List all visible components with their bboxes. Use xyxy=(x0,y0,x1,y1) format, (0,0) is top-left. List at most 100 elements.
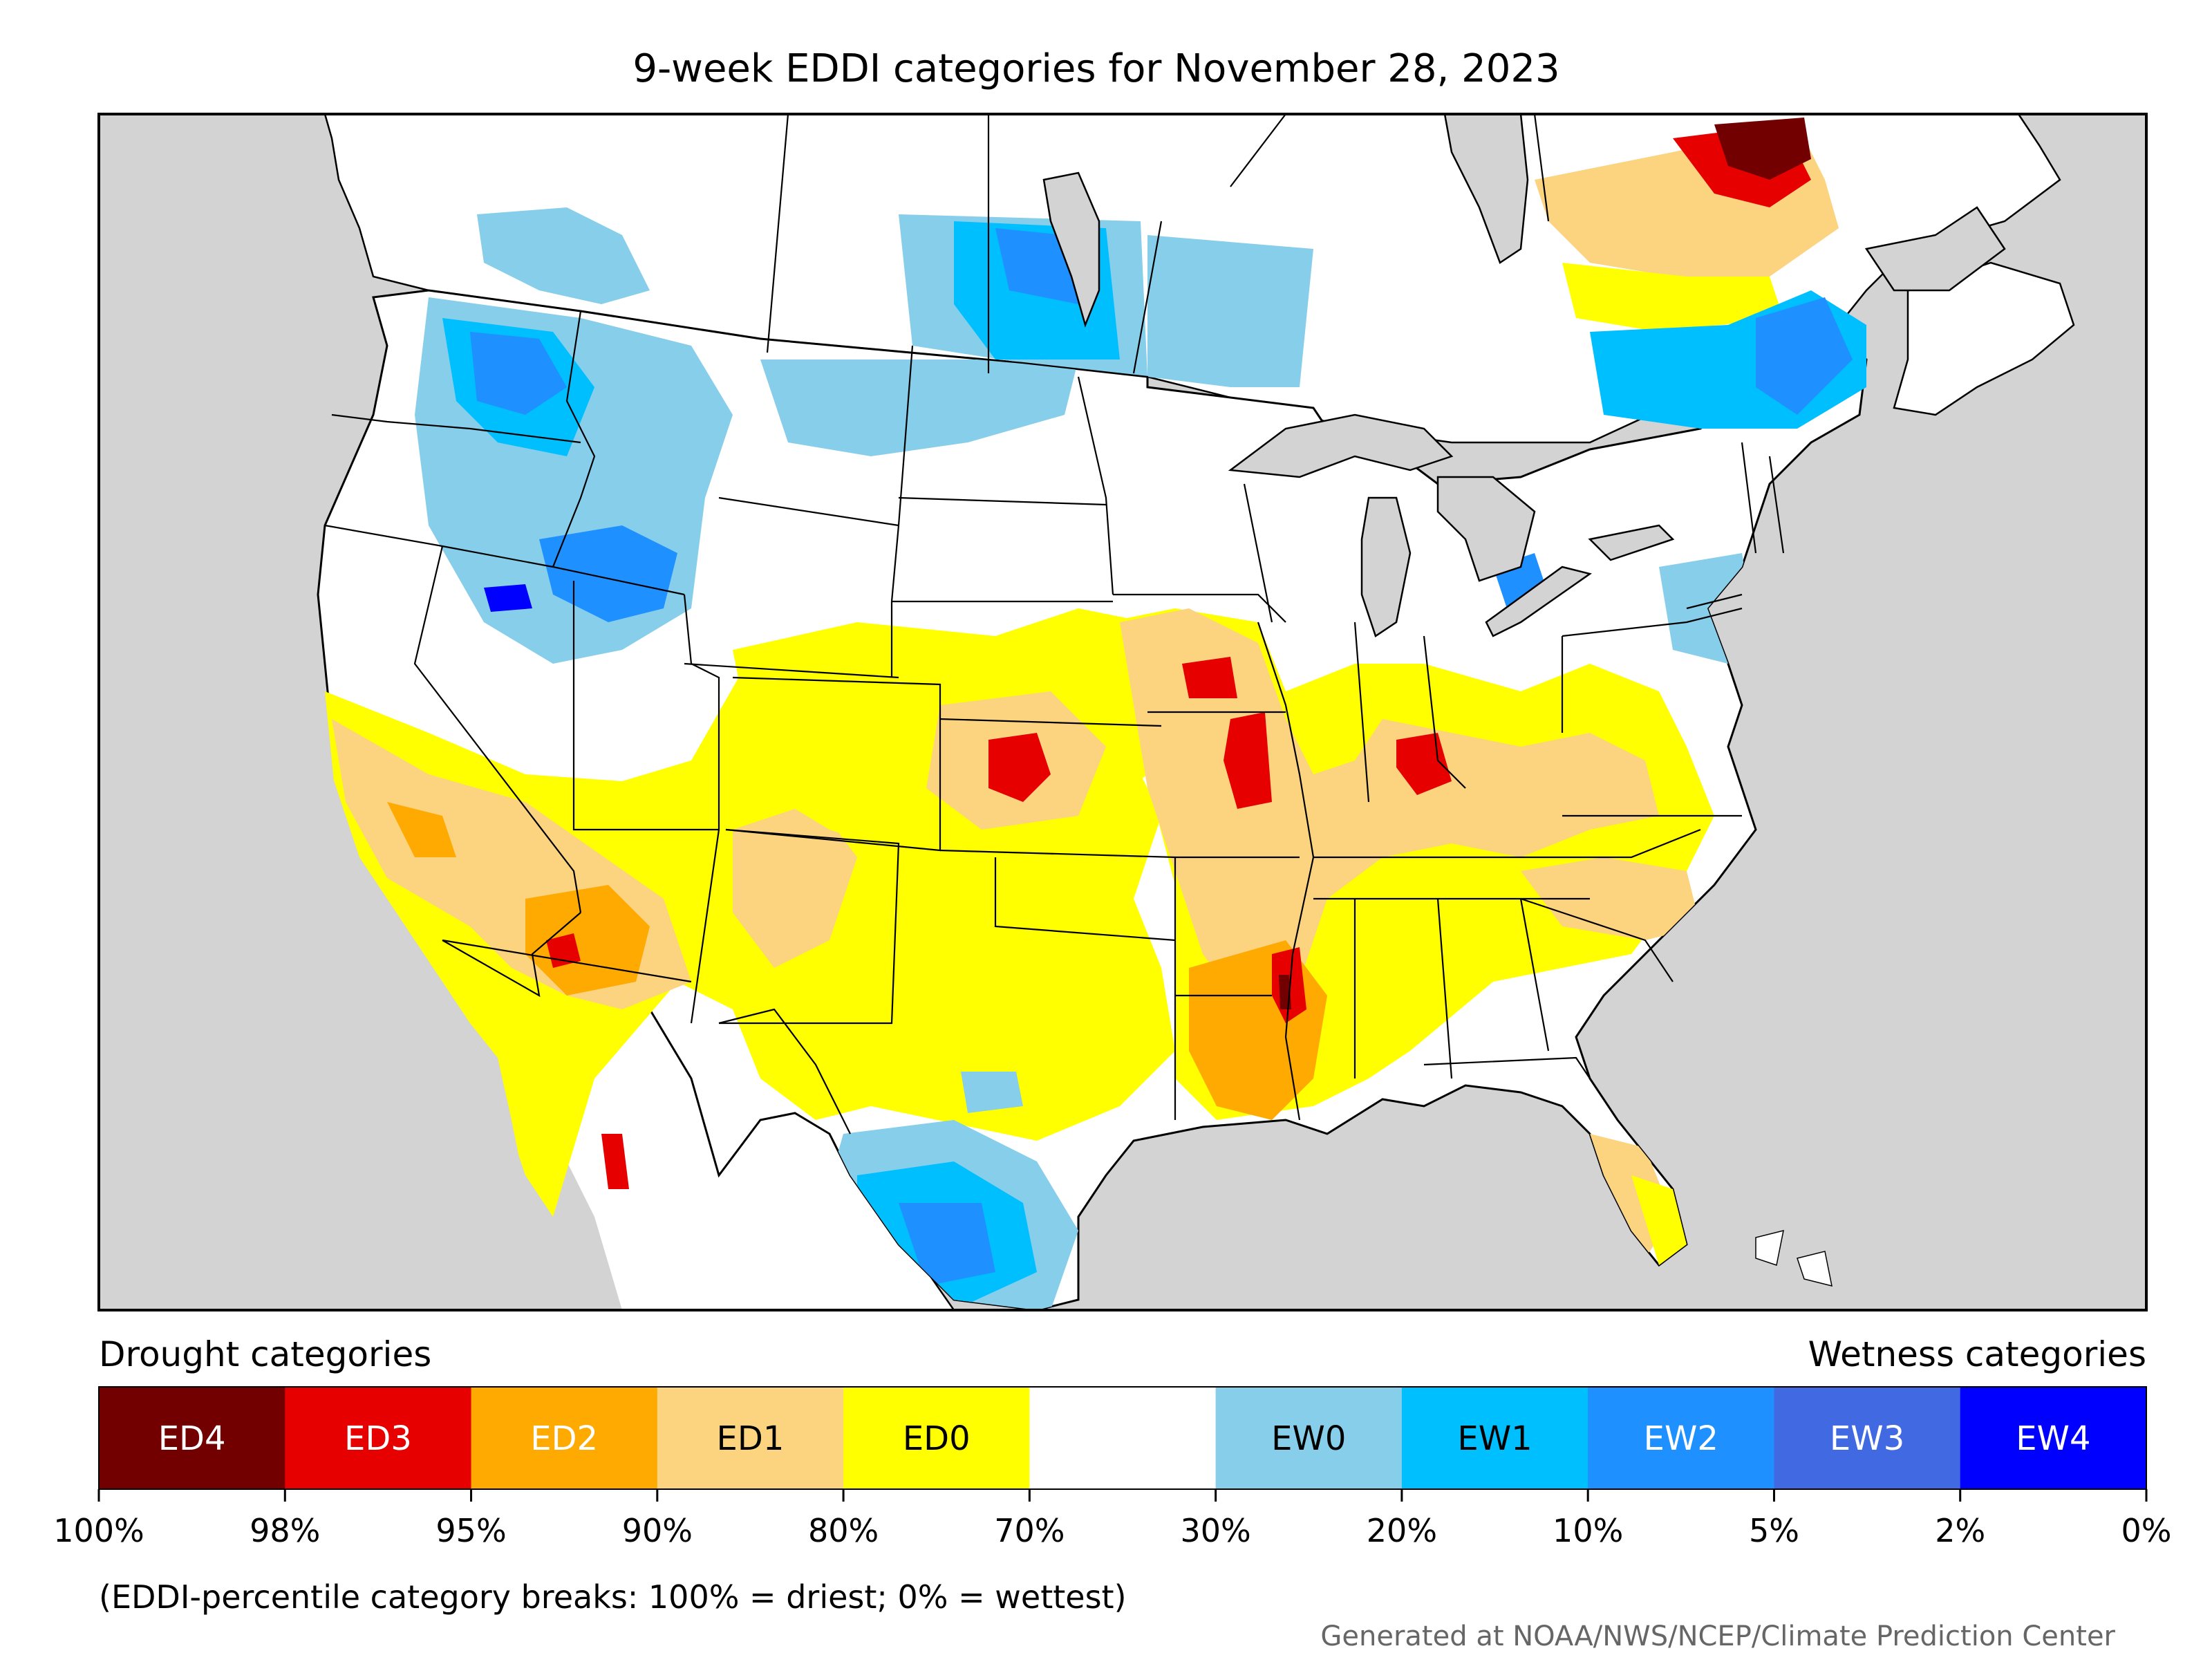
legend-tick-label: 80% xyxy=(808,1512,879,1549)
legend-frame xyxy=(98,1386,2147,1490)
legend-swatch-ew1 xyxy=(1401,1387,1588,1489)
legend-swatch-ew2 xyxy=(1588,1387,1774,1489)
legend-swatch-ew0 xyxy=(1215,1387,1403,1489)
figure-title: 9-week EDDI categories for November 28, … xyxy=(632,46,1559,91)
patch-ca-ed2 xyxy=(387,802,456,857)
patch-nd-ew0 xyxy=(760,360,1078,456)
legend-tick-label: 100% xyxy=(53,1512,144,1549)
mt-wy xyxy=(718,496,899,527)
legend-label-ew1: EW1 xyxy=(1457,1419,1532,1458)
legend-label-ew4: EW4 xyxy=(2016,1419,2090,1458)
bahamas-island xyxy=(1755,1229,1784,1266)
patch-id-ew4 xyxy=(484,584,532,612)
legend-label-ew3: EW3 xyxy=(1830,1419,1904,1458)
wy-co xyxy=(684,662,899,679)
legend-tick-label: 20% xyxy=(1367,1512,1437,1549)
legend-tick-label: 2% xyxy=(1935,1512,1985,1549)
patch-nm-ed1 xyxy=(733,802,857,968)
maritimes-land xyxy=(1893,261,2075,416)
ok-tx xyxy=(994,857,1176,942)
patch-quebec-ew2 xyxy=(1756,297,1853,415)
patch-tx-ew2 xyxy=(899,1203,995,1286)
mn-border xyxy=(1077,376,1114,595)
co-box xyxy=(725,676,941,852)
lake-winnipeg xyxy=(1042,171,1100,328)
wetness-heading: Wetness categories xyxy=(1808,1334,2146,1374)
legend-swatch-ed1 xyxy=(657,1387,844,1489)
patch-ia-ed3 xyxy=(1182,657,1237,698)
patch-quebec-ed0 xyxy=(1562,263,1783,332)
ne-ks-ok xyxy=(890,601,1176,859)
patch-tx-ew0-small xyxy=(961,1072,1023,1113)
oh-pa xyxy=(1561,607,1743,733)
lake-erie xyxy=(1485,566,1592,637)
patch-ks-ed3 xyxy=(988,733,1051,802)
patch-fl-ed0 xyxy=(1631,1175,1687,1265)
nm-tx xyxy=(719,828,900,1025)
us-canada-border xyxy=(428,289,1149,387)
wa-or xyxy=(331,413,581,444)
legend-swatch-ew4 xyxy=(1960,1387,2147,1489)
legend-tick-label: 95% xyxy=(435,1512,506,1549)
legend-tick-label: 30% xyxy=(1181,1512,1251,1549)
legend-note: (EDDI-percentile category breaks: 100% =… xyxy=(99,1578,1127,1616)
state-boundaries xyxy=(324,114,1785,1135)
va-nc-sc xyxy=(1520,814,1742,982)
legend-label-ed4: ED4 xyxy=(158,1419,226,1458)
patch-manitoba-ew2 xyxy=(995,228,1078,304)
legend-swatch-ed0 xyxy=(843,1387,1030,1489)
map-panel xyxy=(99,114,2146,1310)
legend: Drought categories Wetness categories ED… xyxy=(53,1334,2171,1616)
map-frame xyxy=(97,113,2148,1311)
ca-az xyxy=(442,912,581,998)
legend-label-ed2: ED2 xyxy=(530,1419,598,1458)
new-england xyxy=(1686,442,1785,610)
category-patches xyxy=(325,297,1756,1310)
legend-label-ed0: ED0 xyxy=(903,1419,971,1458)
az-nm xyxy=(690,829,720,1024)
legend-tick-label: 5% xyxy=(1749,1512,1799,1549)
islands xyxy=(1755,1229,1833,1287)
patch-baja-ed3 xyxy=(601,1134,629,1189)
legend-swatch-normal xyxy=(1029,1387,1217,1489)
ia-mo xyxy=(1113,593,1286,713)
legend-swatch-ed2 xyxy=(471,1387,658,1489)
patch-mo-ed3 xyxy=(1224,712,1272,809)
lake-michigan xyxy=(1360,496,1412,637)
mt-nd xyxy=(897,345,914,526)
lake-superior xyxy=(1228,413,1454,478)
drought-heading: Drought categories xyxy=(99,1334,431,1374)
legend-colorbar: ED4 ED3 ED2 ED1 ED0 EW0 EW1 EW2 EW3 EW4 xyxy=(99,1387,2147,1489)
legend-label-ed3: ED3 xyxy=(344,1419,412,1458)
patch-nw-ew2 xyxy=(470,332,567,415)
gulf-of-st-lawrence xyxy=(1864,206,2006,292)
legend-tick-label: 98% xyxy=(250,1512,320,1549)
patch-in-ed3 xyxy=(1396,733,1452,795)
legend-swatch-ed3 xyxy=(285,1387,472,1489)
mo-ar-la xyxy=(1174,856,1300,1120)
patch-ontario-ew0 xyxy=(1147,235,1313,387)
canada-provinces xyxy=(766,114,1550,374)
patch-se-ed1 xyxy=(1521,857,1700,940)
hudson-james-bay xyxy=(1443,114,1529,264)
ga-fl xyxy=(1423,1056,1591,1079)
credit: Generated at NOAA/NWS/NCEP/Climate Predi… xyxy=(1320,1621,2115,1652)
great-lakes xyxy=(1042,114,2006,637)
legend-swatch-ed4 xyxy=(99,1387,285,1489)
wi-il-in xyxy=(1243,483,1466,803)
legend-tick-label: 10% xyxy=(1553,1512,1623,1549)
patch-quebec-ed4 xyxy=(1714,118,1811,180)
legend-label-ew0: EW0 xyxy=(1271,1419,1346,1458)
legend-label-ed1: ED1 xyxy=(717,1419,785,1458)
patch-mid-ed1 xyxy=(1120,608,1659,1009)
legend-ticks: 100% 98% 95% 90% 80% 70% 30% 20% 10% 5% 2% 0% xyxy=(53,1489,2171,1549)
ut-border xyxy=(572,581,720,831)
legend-tick-label: 0% xyxy=(2121,1512,2172,1549)
tn-ms-al-ga xyxy=(1313,897,1590,1079)
us-mexico-border xyxy=(442,939,851,1135)
patch-az-ed2 xyxy=(525,885,650,996)
ky-tn xyxy=(1313,828,1701,859)
id-border xyxy=(552,310,685,596)
legend-tick-label: 90% xyxy=(622,1512,693,1549)
